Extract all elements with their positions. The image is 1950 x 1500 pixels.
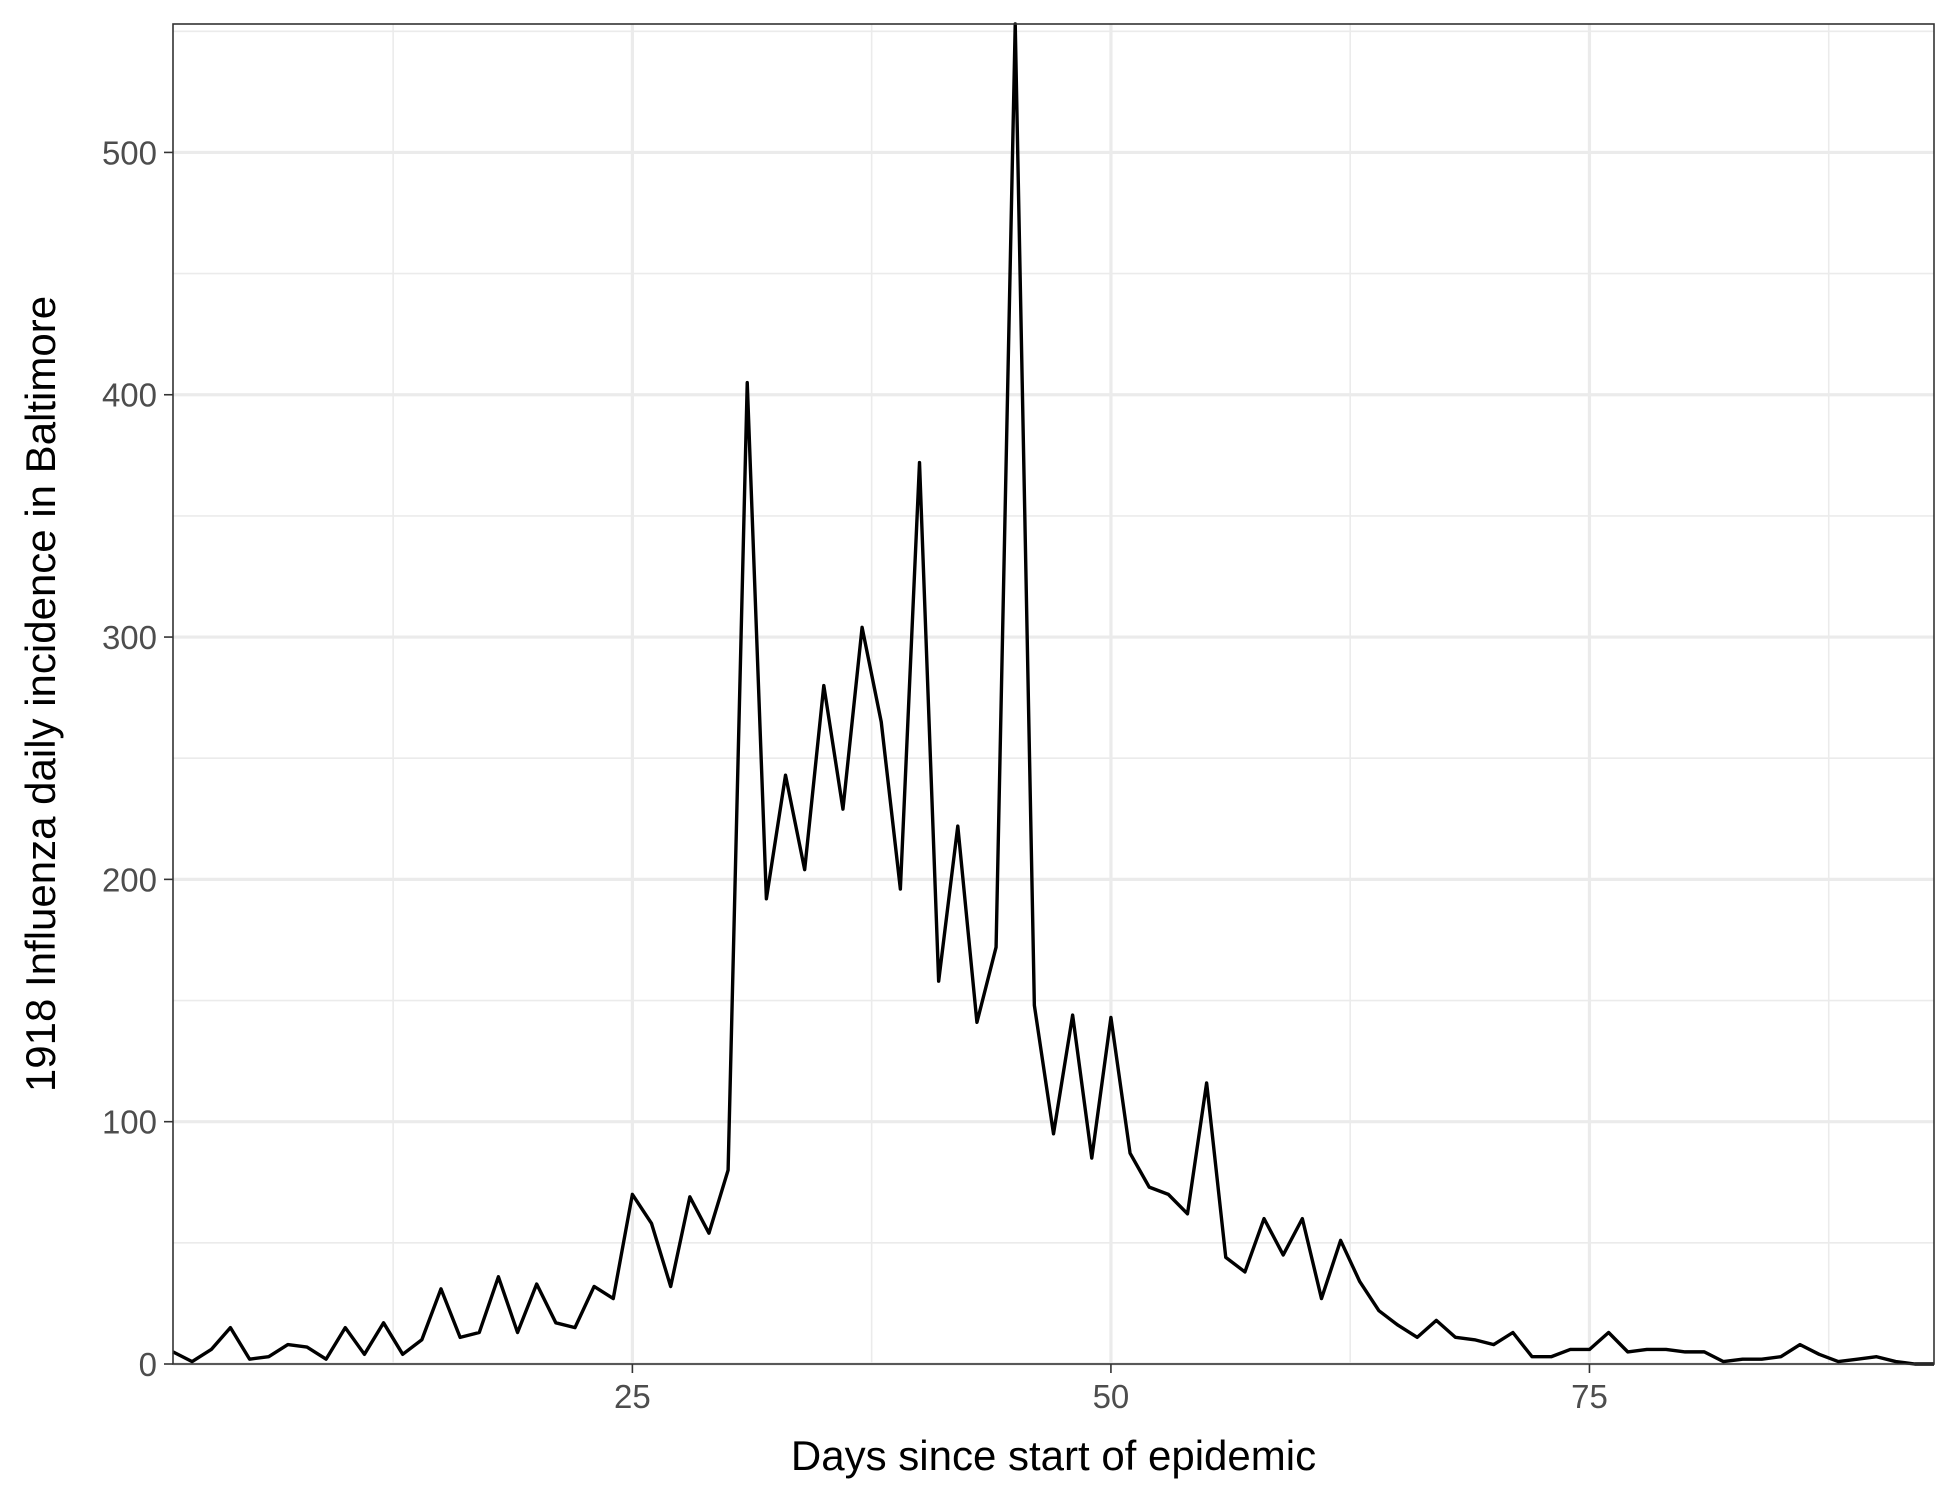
x-axis-title: Days since start of epidemic bbox=[791, 1432, 1316, 1479]
y-tick-label: 300 bbox=[102, 619, 157, 656]
y-tick-label: 400 bbox=[102, 377, 157, 414]
y-axis-ticks: 0 100 200 300 400 500 bbox=[102, 134, 173, 1383]
y-tick-label: 0 bbox=[139, 1346, 157, 1383]
y-tick-label: 100 bbox=[102, 1104, 157, 1141]
minor-gridlines bbox=[173, 24, 1934, 1364]
x-tick-label: 25 bbox=[614, 1378, 651, 1415]
plot-panel-border bbox=[172, 23, 1935, 1365]
y-tick-label: 500 bbox=[102, 134, 157, 171]
y-axis-title: 1918 Influenza daily incidence in Baltim… bbox=[17, 296, 64, 1092]
series-layer bbox=[172, 22, 1934, 1366]
x-axis-ticks: 25 50 75 bbox=[614, 1364, 1608, 1415]
y-tick-label: 200 bbox=[102, 861, 157, 898]
x-tick-label: 50 bbox=[1093, 1378, 1130, 1415]
x-tick-label: 75 bbox=[1571, 1378, 1608, 1415]
series-line bbox=[172, 22, 1934, 1366]
